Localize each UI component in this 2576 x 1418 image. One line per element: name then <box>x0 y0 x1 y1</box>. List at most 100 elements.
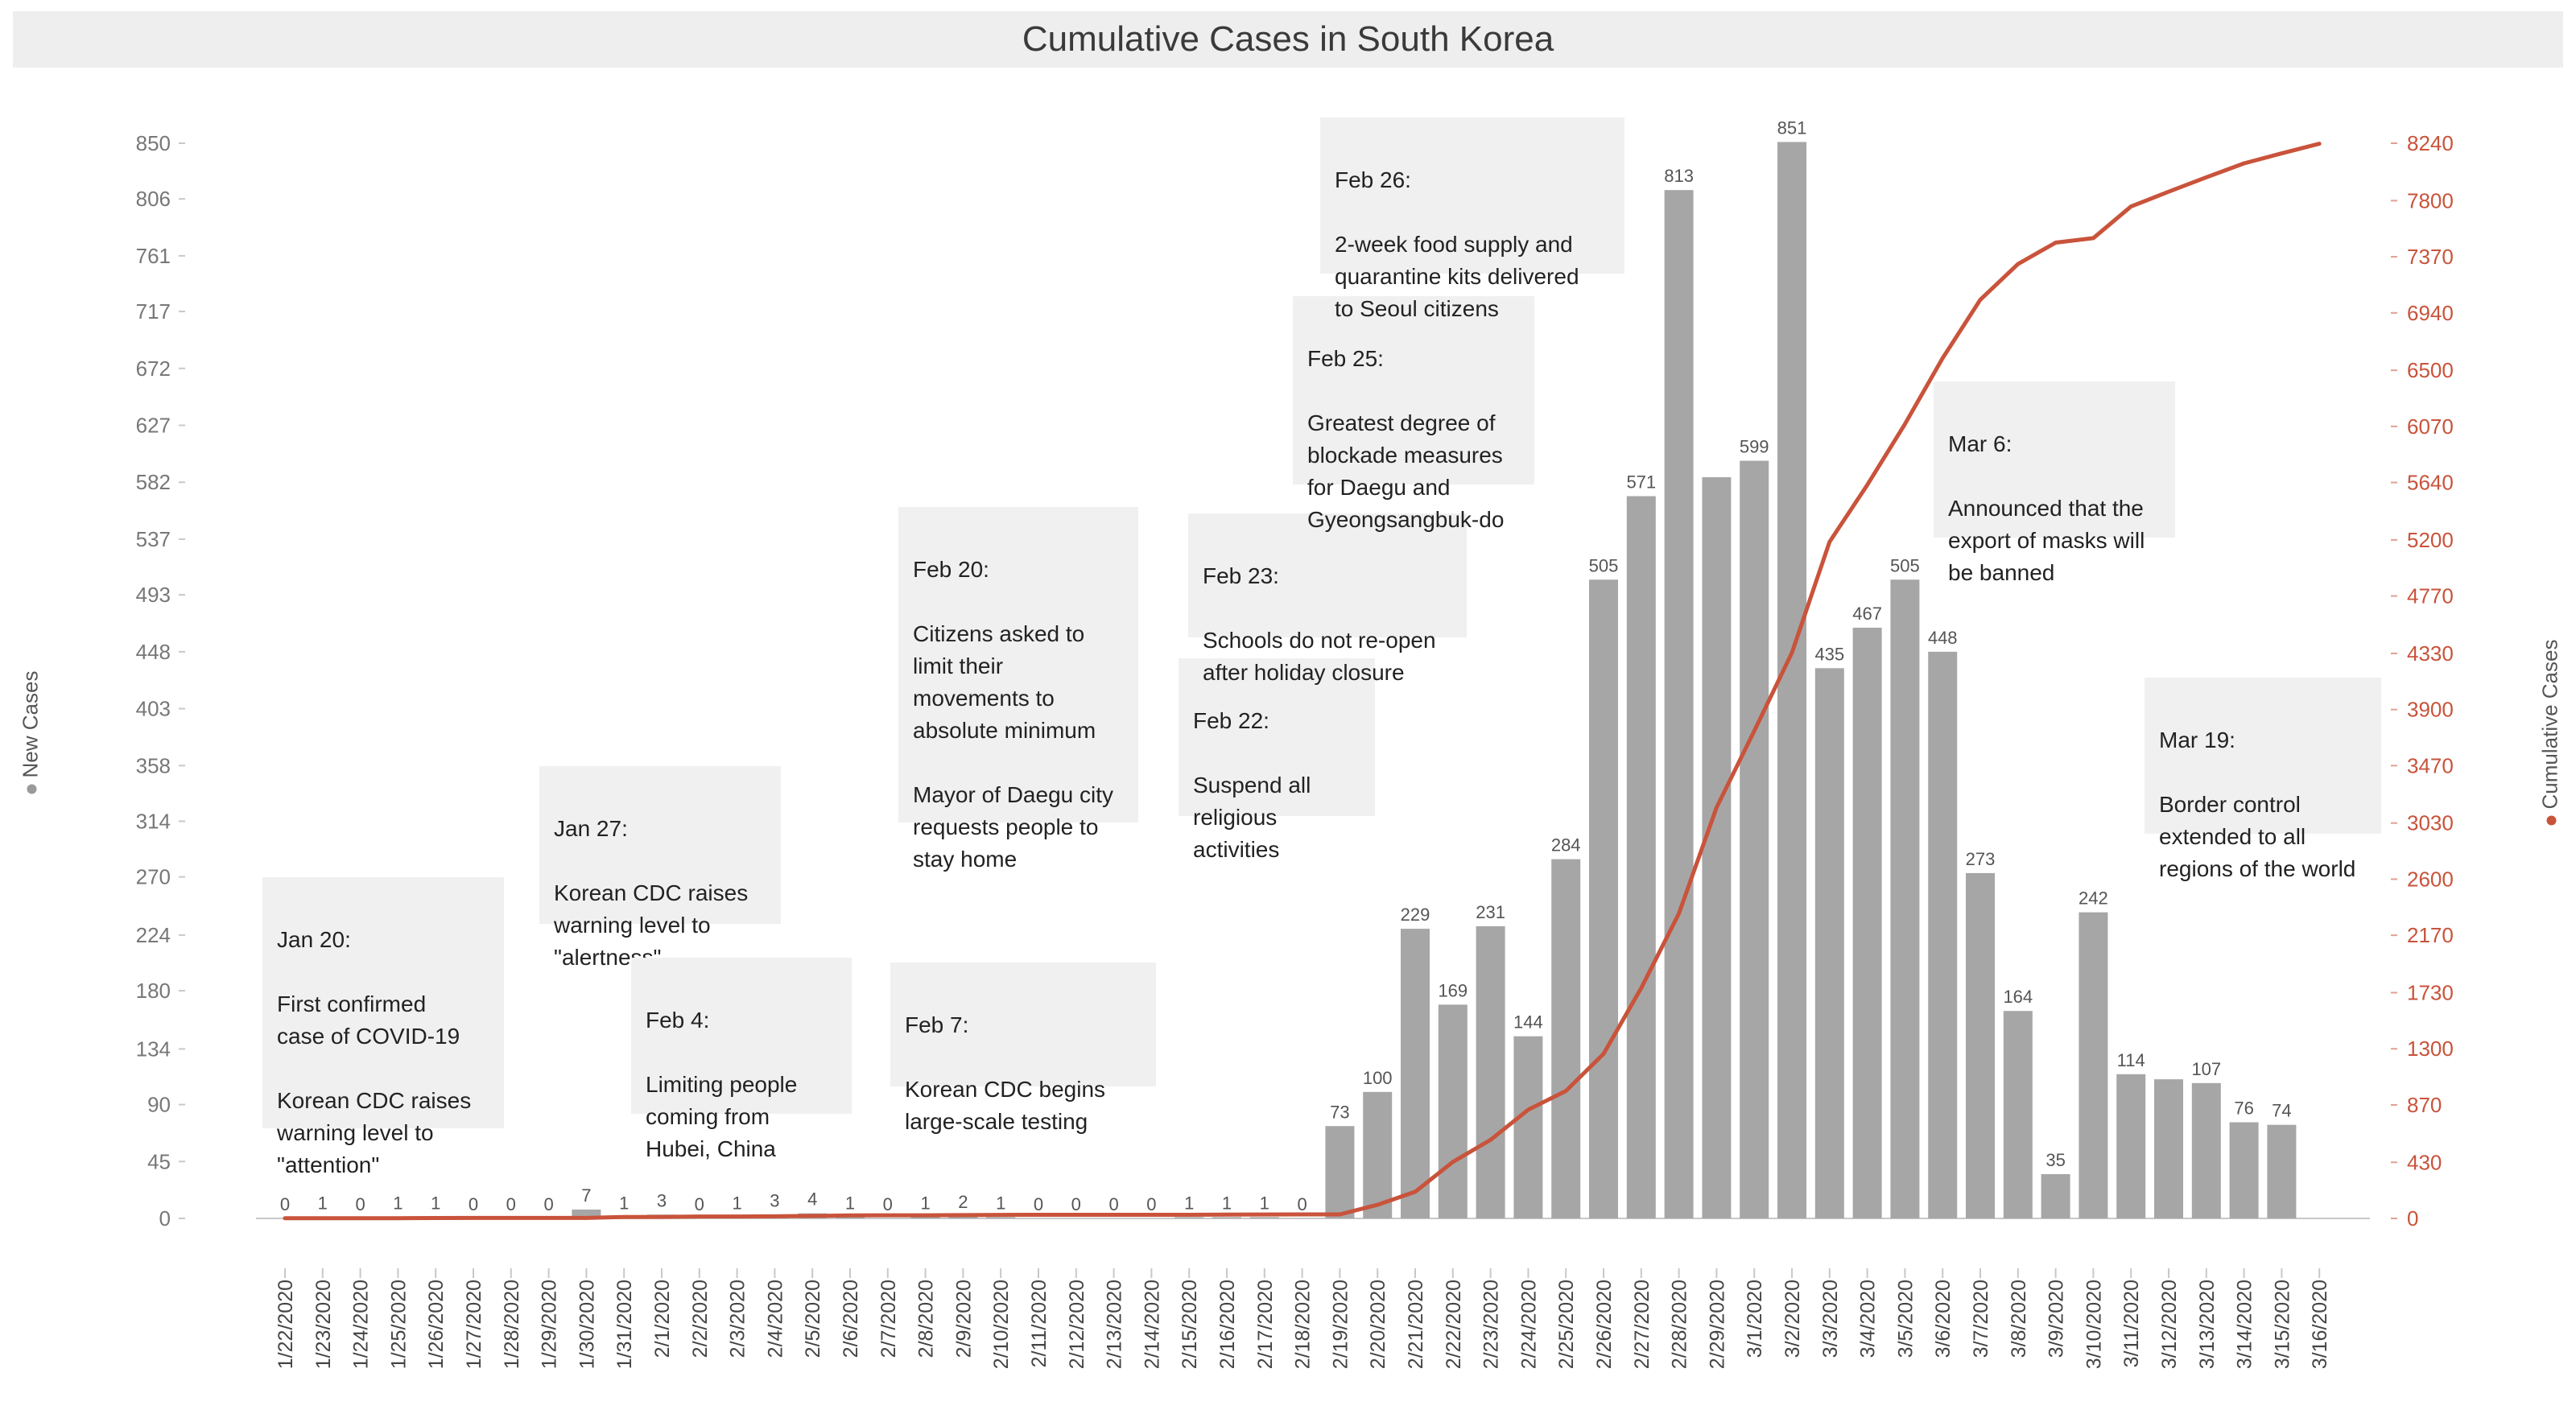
y-right-tick-label: 3900 <box>2407 698 2454 722</box>
annotation-mar19: Mar 19: Border control extended to all r… <box>2145 678 2381 881</box>
bar <box>1890 579 1920 1218</box>
x-tick-label: 3/5/2020 <box>1894 1280 1917 1358</box>
bar-value-label: 1 <box>431 1193 440 1213</box>
bar-value-label: 505 <box>1589 555 1619 575</box>
bar-value-label: 74 <box>2272 1101 2291 1121</box>
bar <box>1740 460 1769 1218</box>
x-tick-label: 1/23/2020 <box>312 1280 335 1369</box>
x-tick-label: 1/27/2020 <box>463 1280 485 1369</box>
bar-value-label: 229 <box>1401 905 1430 925</box>
x-tick-label: 3/13/2020 <box>2196 1280 2219 1369</box>
x-tick-label: 2/2/2020 <box>689 1280 712 1358</box>
annotation-text: Border control extended to all regions o… <box>2159 792 2356 881</box>
x-tick-label: 2/25/2020 <box>1555 1280 1578 1369</box>
y-right-tick-label: 6070 <box>2407 414 2454 439</box>
bar <box>948 1215 978 1218</box>
annotation-text: Citizens asked to limit their movements … <box>913 621 1113 872</box>
x-tick-label: 2/29/2020 <box>1706 1280 1728 1369</box>
x-tick-label: 1/25/2020 <box>387 1280 410 1369</box>
x-tick-label: 1/29/2020 <box>539 1280 561 1369</box>
y-left-tick-label: 270 <box>136 865 171 889</box>
x-tick-label: 2/27/2020 <box>1631 1280 1653 1369</box>
x-tick-label: 2/14/2020 <box>1141 1280 1163 1369</box>
y-right-axis-title: Cumulative Cases <box>2538 640 2563 826</box>
legend-dot-left <box>27 784 37 794</box>
x-tick-label: 2/19/2020 <box>1329 1280 1352 1369</box>
y-right-tick-label: 6500 <box>2407 358 2454 382</box>
y-right-tick-label: 6940 <box>2407 301 2454 325</box>
annotation-feb26: Feb 26: 2-week food supply and quarantin… <box>1320 117 1624 321</box>
bar-value-label: 100 <box>1363 1068 1393 1088</box>
x-tick-label: 1/28/2020 <box>501 1280 523 1369</box>
bar-value-label: 3 <box>657 1190 667 1210</box>
bar <box>1626 496 1656 1218</box>
x-tick-label: 2/21/2020 <box>1405 1280 1427 1369</box>
bar <box>1551 859 1581 1218</box>
bar-value-label: 1 <box>920 1193 930 1213</box>
bar <box>1702 476 1732 1218</box>
annotation-feb22: Feb 22: Suspend all religious activities <box>1179 658 1375 862</box>
bar <box>1814 668 1844 1218</box>
bar-value-label: 1 <box>318 1193 328 1213</box>
bar <box>1513 1036 1543 1218</box>
bar <box>2041 1173 2070 1218</box>
cumulative-line <box>283 142 2322 1221</box>
bar-value-label: 4 <box>807 1189 817 1210</box>
bar-value-label: 435 <box>1814 644 1844 664</box>
annotation-text: Limiting people coming from Hubei, China <box>646 1072 798 1161</box>
annotation-text: Korean CDC begins large-scale testing <box>905 1077 1106 1134</box>
bar <box>1852 627 1882 1218</box>
y-left-tick-label: 761 <box>136 244 171 268</box>
y-right-tick-label: 1300 <box>2407 1037 2454 1061</box>
y-left-tick-label: 537 <box>136 527 171 551</box>
bar <box>1212 1217 1241 1218</box>
bar-value-label: 2 <box>958 1192 968 1212</box>
bar-value-label: 73 <box>1330 1102 1349 1122</box>
bar-value-label: 0 <box>1034 1194 1043 1214</box>
x-tick-label: 2/23/2020 <box>1480 1280 1503 1369</box>
y-right-tick-label: 430 <box>2407 1150 2442 1174</box>
y-right-tick-label: 2600 <box>2407 867 2454 891</box>
bar <box>1401 929 1430 1218</box>
chart-title: Cumulative Cases in South Korea <box>1022 19 1554 59</box>
bar <box>1174 1217 1204 1218</box>
y-left-tick-label: 403 <box>136 697 171 721</box>
bar <box>572 1209 601 1218</box>
annotation-jan27: Jan 27: Korean CDC raises warning level … <box>539 766 781 970</box>
x-tick-label: 2/3/2020 <box>727 1280 749 1358</box>
bar-value-label: 1 <box>1184 1193 1194 1213</box>
annotation-mar6: Mar 6: Announced that the export of mask… <box>1934 381 2175 585</box>
y-right-tick-label: 8240 <box>2407 131 2454 155</box>
y-left-tick-label: 180 <box>136 979 171 1003</box>
y-right-axis-label: Cumulative Cases <box>2537 639 2562 810</box>
y-left-axis-title: New Cases <box>19 671 43 794</box>
x-tick-label: 2/12/2020 <box>1066 1280 1088 1369</box>
bar-value-label: 114 <box>2117 1050 2145 1070</box>
bar-value-label: 0 <box>883 1194 893 1214</box>
annotation-date: Feb 4: <box>646 1008 710 1033</box>
x-tick-label: 2/1/2020 <box>651 1280 674 1358</box>
bar-value-label: 164 <box>2003 987 2033 1007</box>
bar-value-label: 3 <box>770 1190 779 1210</box>
annotation-date: Feb 20: <box>913 557 989 582</box>
bar <box>2154 1079 2183 1218</box>
x-tick-label: 1/30/2020 <box>576 1280 598 1369</box>
bar <box>1928 651 1958 1218</box>
x-tick-label: 3/15/2020 <box>2271 1280 2293 1369</box>
annotation-date: Mar 19: <box>2159 728 2235 752</box>
bar-value-label: 0 <box>1071 1194 1081 1214</box>
x-tick-label: 3/3/2020 <box>1819 1280 1842 1358</box>
bar <box>1664 190 1694 1219</box>
annotation-date: Feb 23: <box>1203 563 1279 588</box>
x-tick-label: 2/18/2020 <box>1292 1280 1315 1369</box>
bar-value-label: 448 <box>1928 628 1958 648</box>
y-left-tick-label: 0 <box>159 1206 171 1230</box>
y-right-tick-label: 7800 <box>2407 188 2454 212</box>
y-right-tick-label: 3030 <box>2407 811 2454 835</box>
x-tick-label: 3/16/2020 <box>2309 1280 2331 1369</box>
bar-value-label: 231 <box>1476 902 1505 922</box>
bar <box>910 1217 940 1218</box>
bar-value-label: 0 <box>355 1194 365 1214</box>
y-right-tick-label: 1730 <box>2407 981 2454 1005</box>
